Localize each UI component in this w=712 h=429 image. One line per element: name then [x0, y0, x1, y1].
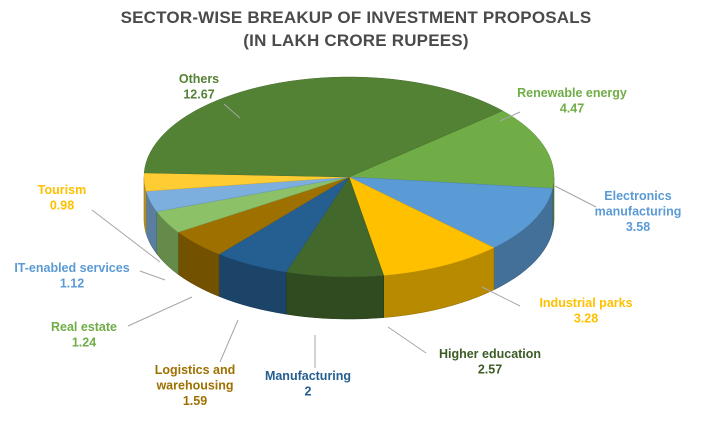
pie-slice-it-enabled-services [145, 176, 350, 212]
pie-slice-electronics-manufacturing [348, 176, 553, 248]
slice-label-electronics-manufacturing: Electronics [604, 189, 671, 203]
slice-value-tourism: 0.98 [50, 199, 74, 213]
pie-slice-logistics-and-warehousing [177, 176, 350, 255]
slice-value-electronics-manufacturing: 3.58 [626, 220, 650, 234]
slice-label-others: Others [179, 72, 219, 86]
slice-value-industrial-parks: 3.28 [574, 312, 598, 326]
pie-side-higher-education [285, 271, 384, 320]
chart-subtitle: (IN LAKH CRORE RUPEES) [243, 31, 469, 50]
leader-line-it-enabled-services [139, 270, 166, 281]
slice-label-higher-education: Higher education [439, 347, 541, 361]
chart-title: SECTOR-WISE BREAKUP OF INVESTMENT PROPOS… [120, 8, 592, 27]
slice-label-manufacturing: Manufacturing [265, 369, 351, 383]
pie-slice-manufacturing [218, 176, 350, 273]
leader-line-tourism [91, 209, 161, 263]
slice-label-logistics-and-warehousing: warehousing [155, 379, 233, 393]
slice-label-industrial-parks: Industrial parks [539, 296, 632, 310]
pie-slice-higher-education [285, 176, 385, 278]
pie-slice-renewable-energy [348, 110, 555, 189]
slice-label-it-enabled-services: IT-enabled services [14, 261, 129, 275]
slice-value-renewable-energy: 4.47 [560, 102, 584, 116]
slice-value-others: 12.67 [183, 88, 214, 102]
slice-value-manufacturing: 2 [305, 385, 312, 399]
slice-value-logistics-and-warehousing: 1.59 [183, 394, 207, 408]
leader-line-logistics-and-warehousing [219, 319, 239, 363]
pie-slice-others [143, 76, 504, 178]
slice-label-tourism: Tourism [38, 183, 86, 197]
pie-labels: Renewable energy 4.47 Electronics manufactu… [14, 72, 681, 408]
slice-value-higher-education: 2.57 [478, 363, 502, 377]
leader-line-electronics-manufacturing [554, 185, 597, 208]
slice-label-logistics-and-warehousing: Logistics and [155, 363, 236, 377]
pie-top [143, 76, 555, 278]
leader-line-industrial-parks [481, 286, 521, 307]
slice-label-electronics-manufacturing: manufacturing [595, 205, 682, 219]
slice-label-renewable-energy: Renewable energy [517, 86, 627, 100]
pie-slice-industrial-parks [348, 176, 495, 276]
slice-label-real-estate: Real estate [51, 320, 117, 334]
pie-slice-real-estate [156, 176, 350, 233]
leader-line-higher-education [387, 326, 427, 354]
leader-line-real-estate [127, 296, 193, 327]
leader-line-renewable-energy [499, 111, 521, 122]
slice-value-real-estate: 1.24 [72, 336, 96, 350]
leader-line-others [223, 103, 241, 119]
slice-value-it-enabled-services: 1.12 [60, 277, 84, 291]
